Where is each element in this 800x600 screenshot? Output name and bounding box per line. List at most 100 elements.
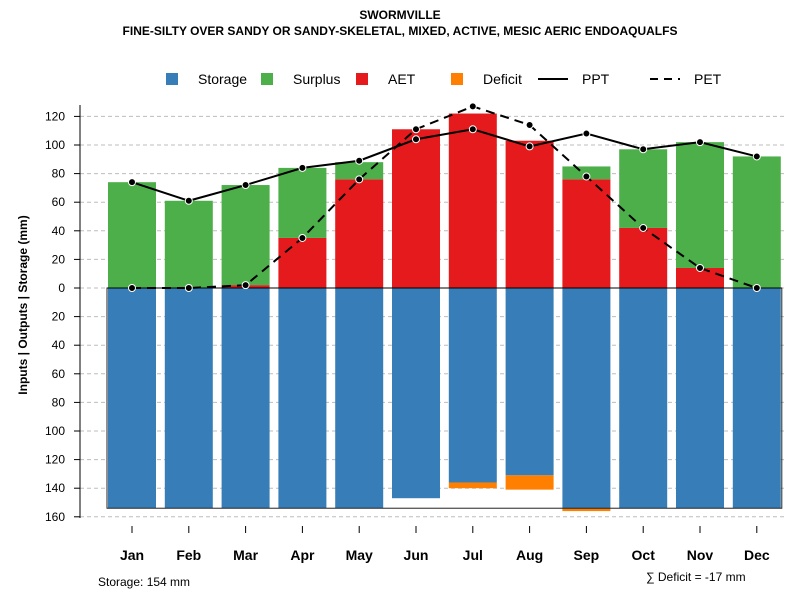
deficit-bar — [562, 508, 611, 512]
aet-bar — [619, 227, 668, 288]
ppt-point — [128, 178, 136, 187]
y-tick-label: 40 — [52, 224, 66, 238]
aet-bar — [278, 237, 327, 288]
storage-capacity-note: Storage: 154 mm — [98, 575, 191, 589]
storage-bar — [221, 288, 270, 509]
ppt-point — [525, 142, 534, 151]
y-tick-label: 100 — [45, 424, 65, 438]
deficit-sum-note: ∑ Deficit = -17 mm — [646, 570, 746, 584]
pet-point — [412, 125, 420, 134]
x-tick-label: Jul — [463, 547, 483, 563]
y-tick-label: 120 — [45, 453, 65, 467]
y-tick-label: 160 — [45, 510, 65, 524]
surplus-bar — [221, 185, 270, 286]
aet-bar — [676, 267, 724, 288]
ppt-point — [355, 156, 364, 165]
pet-point — [128, 284, 136, 292]
pet-point — [752, 284, 761, 292]
surplus-bar — [732, 156, 781, 288]
pet-point — [639, 223, 648, 232]
ppt-point — [412, 135, 420, 144]
y-tick-label: 120 — [45, 109, 65, 123]
aet-bar — [448, 113, 497, 288]
x-tick-label: Nov — [687, 547, 714, 563]
y-tick-label: 40 — [52, 338, 66, 352]
legend-label-surplus: Surplus — [293, 71, 340, 87]
storage-bar — [278, 288, 327, 509]
storage-bar — [619, 288, 668, 509]
pet-line — [132, 105, 758, 289]
aet-bar — [335, 179, 384, 288]
ppt-line — [131, 128, 758, 202]
storage-bar — [164, 288, 213, 509]
pet-point — [696, 263, 704, 272]
storage-bar — [676, 288, 724, 509]
aet-bar — [392, 129, 440, 288]
x-tick-label: Feb — [176, 547, 201, 563]
storage-bar — [448, 288, 497, 483]
pet-point — [241, 281, 250, 290]
legend-label-deficit: Deficit — [483, 71, 522, 87]
ppt-point — [468, 125, 477, 134]
x-tick-label: May — [346, 547, 373, 563]
storage-bar — [108, 288, 156, 509]
ppt-point — [298, 163, 307, 172]
surplus-bar — [108, 182, 156, 288]
deficit-bar — [505, 475, 554, 490]
ppt-point — [639, 145, 648, 154]
surplus-bar — [676, 142, 724, 268]
surplus-bar — [164, 200, 213, 288]
x-tick-label: Dec — [744, 547, 770, 563]
ppt-point — [241, 181, 250, 190]
chart-subtitle: FINE-SILTY OVER SANDY OR SANDY-SKELETAL,… — [122, 24, 678, 38]
storage-bar — [562, 288, 611, 509]
x-tick-label: Sep — [574, 547, 600, 563]
storage-bar — [335, 288, 384, 509]
y-tick-label: 140 — [45, 481, 65, 495]
legend-label-ppt: PPT — [582, 71, 610, 87]
ppt-point — [752, 152, 761, 161]
y-tick-label: 20 — [52, 310, 66, 324]
storage-bar — [505, 288, 554, 476]
y-tick-label: 100 — [45, 138, 65, 152]
pet-point — [184, 284, 193, 292]
x-tick-label: Apr — [290, 547, 315, 563]
legend-label-aet: AET — [388, 71, 416, 87]
pet-point — [468, 102, 477, 111]
y-tick-label: 80 — [52, 167, 66, 181]
ppt-point — [582, 129, 591, 138]
x-tick-label: Jun — [404, 547, 429, 563]
y-tick-label: 0 — [58, 281, 65, 295]
legend-swatch-surplus — [261, 73, 273, 85]
surplus-bar — [278, 167, 327, 238]
chart-title: SWORMVILLE — [359, 8, 441, 22]
storage-bar — [392, 288, 440, 499]
legend-swatch-deficit — [451, 73, 463, 85]
legend-swatch-storage — [166, 73, 178, 85]
x-tick-label: Oct — [632, 547, 656, 563]
deficit-bar — [448, 482, 497, 489]
pet-point — [298, 233, 307, 242]
aet-bar — [562, 179, 611, 288]
pet-point — [355, 175, 364, 184]
ppt-point — [696, 138, 704, 147]
pet-point — [525, 120, 534, 129]
y-tick-label: 60 — [52, 195, 66, 209]
legend-label-pet: PET — [694, 71, 722, 87]
x-tick-label: Mar — [233, 547, 258, 563]
y-tick-label: 80 — [52, 395, 66, 409]
y-tick-label: 60 — [52, 367, 66, 381]
x-tick-label: Jan — [120, 547, 144, 563]
storage-bar — [732, 288, 781, 509]
surplus-bar — [335, 162, 384, 180]
surplus-bar — [619, 149, 668, 228]
x-tick-label: Aug — [516, 547, 543, 563]
legend-label-storage: Storage — [198, 71, 247, 87]
y-axis-label: Inputs | Outputs | Storage (mm) — [16, 215, 30, 394]
legend-swatch-aet — [356, 73, 368, 85]
ppt-point — [184, 196, 193, 205]
y-tick-label: 20 — [52, 252, 66, 266]
aet-bar — [505, 140, 554, 288]
pet-point — [582, 172, 591, 181]
